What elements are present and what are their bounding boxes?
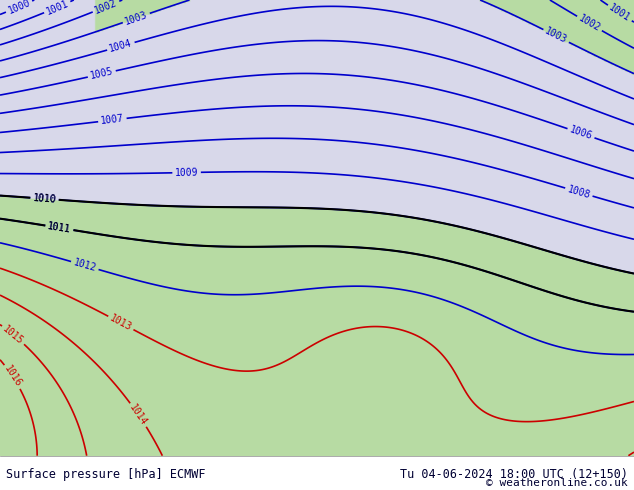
Text: 1010: 1010 bbox=[32, 193, 56, 205]
Text: © weatheronline.co.uk: © weatheronline.co.uk bbox=[486, 478, 628, 488]
Text: 1016: 1016 bbox=[2, 364, 23, 389]
Text: 1004: 1004 bbox=[108, 38, 134, 54]
Text: 1002: 1002 bbox=[93, 0, 119, 16]
Text: 1001: 1001 bbox=[607, 2, 632, 24]
Text: 1006: 1006 bbox=[568, 125, 593, 142]
Text: Surface pressure [hPa] ECMWF: Surface pressure [hPa] ECMWF bbox=[6, 467, 206, 481]
Text: 1015: 1015 bbox=[1, 323, 25, 346]
Text: 1002: 1002 bbox=[577, 13, 602, 34]
Text: 1011: 1011 bbox=[47, 221, 72, 235]
Text: 1005: 1005 bbox=[89, 67, 114, 81]
Text: 1010: 1010 bbox=[32, 193, 56, 205]
Text: 1013: 1013 bbox=[108, 313, 134, 333]
Text: 1014: 1014 bbox=[127, 402, 149, 427]
Text: 1012: 1012 bbox=[72, 257, 98, 273]
Text: 1003: 1003 bbox=[543, 26, 569, 46]
Text: 1000: 1000 bbox=[6, 0, 32, 16]
Text: 1007: 1007 bbox=[100, 114, 125, 126]
Text: 1008: 1008 bbox=[566, 184, 592, 200]
Text: 1003: 1003 bbox=[124, 9, 149, 26]
Text: 1009: 1009 bbox=[175, 168, 198, 178]
Text: 1011: 1011 bbox=[47, 221, 72, 235]
Text: 1001: 1001 bbox=[44, 0, 70, 16]
Text: Tu 04-06-2024 18:00 UTC (12+150): Tu 04-06-2024 18:00 UTC (12+150) bbox=[399, 467, 628, 481]
